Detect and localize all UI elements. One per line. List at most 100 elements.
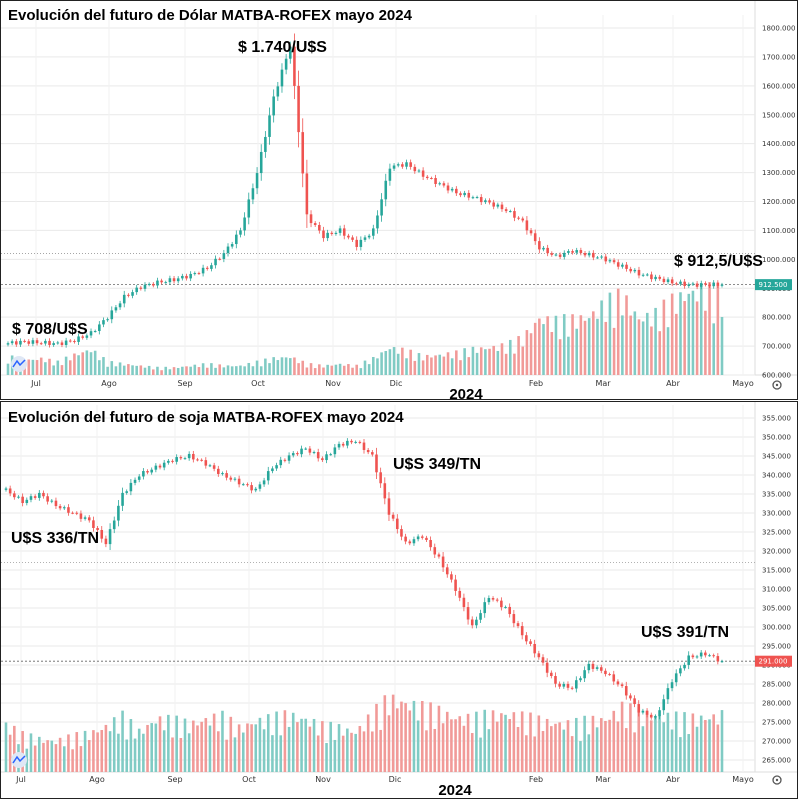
volume-bar xyxy=(110,361,114,375)
volume-bar xyxy=(321,721,324,772)
volume-bar xyxy=(484,349,487,375)
y-tick-label: 1600.000 xyxy=(762,82,795,90)
volume-bar xyxy=(358,725,362,772)
volume-bar xyxy=(587,734,591,772)
volume-bar xyxy=(538,318,541,375)
annotation-start-price: $ 708/U$S xyxy=(12,321,88,338)
volume-bar xyxy=(272,357,275,375)
candle xyxy=(430,176,433,180)
volume-bar xyxy=(187,733,191,772)
x-tick-label: Oct xyxy=(251,379,265,388)
volume-bar xyxy=(212,713,216,772)
candle xyxy=(401,162,404,169)
candle xyxy=(525,216,529,235)
volume-bar xyxy=(438,354,442,375)
volume-bar xyxy=(350,732,353,772)
volume-bar xyxy=(197,367,201,375)
volume-bar xyxy=(56,360,60,375)
x-tick-label: Ago xyxy=(89,775,105,784)
volume-bar xyxy=(662,299,666,375)
y-tick-label: 285.000 xyxy=(762,681,791,689)
volume-bar xyxy=(479,347,483,375)
candle xyxy=(92,516,95,532)
volume-bar xyxy=(674,711,678,772)
volume-bar xyxy=(679,292,682,375)
candle xyxy=(662,694,666,715)
volume-bar xyxy=(284,357,288,375)
volume-bar xyxy=(264,358,267,375)
volume-bar xyxy=(6,363,10,375)
candle xyxy=(492,199,495,210)
volume-bar xyxy=(633,732,636,772)
x-tick-label: Sep xyxy=(167,775,182,784)
volume-bar xyxy=(495,721,499,772)
volume-bar xyxy=(333,739,337,772)
x-tick-label: Abr xyxy=(666,775,681,784)
candle xyxy=(704,650,707,658)
annotation-current-price: $ 912,5/U$S xyxy=(674,253,763,270)
volume-bar xyxy=(62,746,66,772)
candle xyxy=(171,459,174,464)
candle xyxy=(266,466,270,485)
candle xyxy=(645,272,649,277)
volume-bar xyxy=(189,366,192,375)
volume-bar xyxy=(459,360,462,375)
candle xyxy=(720,659,724,663)
candle xyxy=(475,616,478,629)
candle xyxy=(243,212,246,236)
volume-bar xyxy=(500,713,503,772)
volume-bar xyxy=(404,703,407,772)
volume-bar xyxy=(592,311,595,375)
y-tick-label: 600.000 xyxy=(762,372,791,380)
candle xyxy=(367,233,371,240)
volume-bar xyxy=(235,366,238,375)
volume-bar xyxy=(183,718,187,772)
volume-bar xyxy=(121,710,124,772)
volume-bar xyxy=(604,720,607,772)
candle xyxy=(300,445,303,458)
candle xyxy=(633,695,636,708)
candle xyxy=(421,167,425,181)
volume-bar xyxy=(704,720,707,772)
volume-bar xyxy=(21,731,24,772)
candle xyxy=(670,679,674,692)
x-tick-label: Sep xyxy=(177,379,192,388)
candle xyxy=(554,253,558,257)
candle xyxy=(316,448,320,462)
settings-gear-icon[interactable] xyxy=(772,775,782,785)
volume-bar xyxy=(383,695,387,772)
candle xyxy=(147,282,151,287)
volume-bar xyxy=(308,726,312,772)
volume-bar xyxy=(441,723,445,772)
candle xyxy=(612,258,616,265)
volume-bar xyxy=(13,725,16,772)
candle xyxy=(471,195,475,200)
x-tick-label: Dic xyxy=(389,775,402,784)
volume-bar xyxy=(359,368,363,375)
candle xyxy=(654,274,657,282)
volume-bar xyxy=(429,702,432,772)
volume-bar xyxy=(375,703,378,772)
candle xyxy=(181,273,184,281)
candle xyxy=(621,262,624,269)
candle xyxy=(416,534,420,542)
candle xyxy=(139,285,143,291)
settings-gear-icon[interactable] xyxy=(772,380,782,390)
candle xyxy=(305,159,309,228)
candle xyxy=(479,194,483,206)
y-tick-label: 1100.000 xyxy=(762,227,795,235)
candle xyxy=(533,639,536,658)
volume-bar xyxy=(641,726,645,772)
candle xyxy=(25,497,29,506)
volume-bar xyxy=(579,315,583,375)
candle xyxy=(509,209,512,213)
candle xyxy=(239,227,242,238)
volume-bar xyxy=(329,721,332,772)
candle xyxy=(183,456,187,460)
y-tick-label: 280.000 xyxy=(762,700,791,708)
candle xyxy=(39,341,43,346)
candle xyxy=(570,686,574,691)
candle xyxy=(637,266,641,279)
volume-bar xyxy=(599,718,603,772)
candle xyxy=(87,515,91,523)
